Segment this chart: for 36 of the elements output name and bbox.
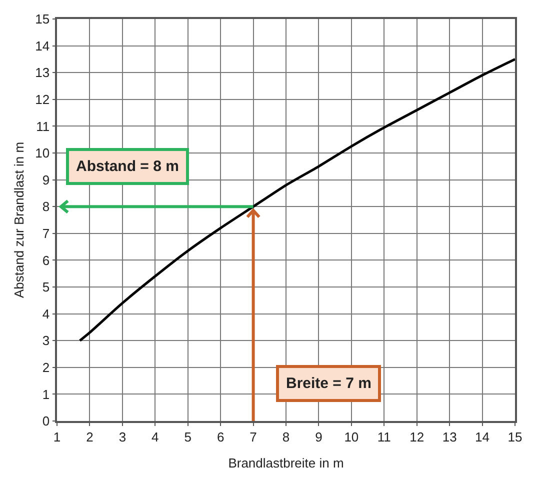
y-tick-label: 0 <box>42 414 50 429</box>
x-tick-label: 5 <box>184 429 192 444</box>
ref-line-label: Breite = 7 m <box>286 375 372 392</box>
line-series <box>78 58 515 342</box>
y-tick-label: 5 <box>42 280 50 295</box>
x-tick-label: 7 <box>250 429 257 444</box>
x-tick-label: 13 <box>442 429 457 444</box>
x-tick-label: 12 <box>410 429 424 444</box>
y-tick-label: 3 <box>42 333 50 348</box>
y-tick-label: 8 <box>42 199 50 214</box>
y-tick-label: 12 <box>35 92 50 107</box>
x-tick-label: 8 <box>282 429 290 444</box>
y-axis-title: Abstand zur Brandlast in m <box>12 142 27 298</box>
x-tick-label: 10 <box>344 429 359 444</box>
x-tick-label: 4 <box>152 429 159 444</box>
y-tick-label: 10 <box>35 146 50 161</box>
y-tick-label: 13 <box>35 65 50 80</box>
y-tick-label: 14 <box>35 38 50 54</box>
y-tick-label: 9 <box>42 172 50 188</box>
ref-line-label: Abstand = 8 m <box>76 158 179 175</box>
x-tick-label: 6 <box>216 429 224 444</box>
y-tick-label: 15 <box>35 12 50 27</box>
y-tick-label: 6 <box>42 252 50 268</box>
y-tick-label: 1 <box>42 386 50 402</box>
x-tick-label: 9 <box>315 429 322 444</box>
x-axis-title: Brandlastbreite in m <box>228 455 344 470</box>
x-tick-label: 2 <box>86 429 94 444</box>
y-tick-label: 4 <box>42 306 50 322</box>
y-tick-label: 11 <box>36 118 50 134</box>
x-tick-label: 14 <box>475 429 490 444</box>
x-tick-label: 15 <box>508 429 522 444</box>
y-tick-label: 2 <box>42 360 50 375</box>
x-tick-label: 3 <box>118 429 126 444</box>
x-tick-label: 11 <box>377 429 391 444</box>
y-tick-label: 7 <box>42 226 50 241</box>
x-tick-label: 1 <box>53 429 61 444</box>
